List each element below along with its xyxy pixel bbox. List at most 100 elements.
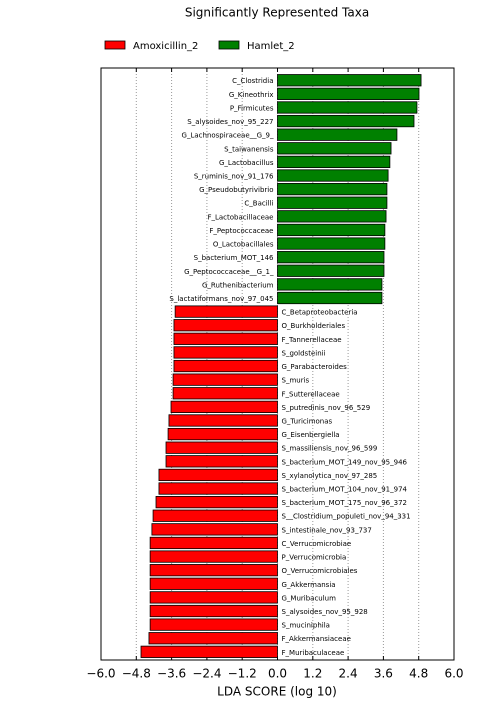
category-label: C_Bacilli [244, 200, 273, 208]
bar [149, 577, 278, 590]
x-tick-label: 3.6 [374, 667, 393, 681]
bar [173, 359, 278, 373]
x-tick-label: 2.4 [339, 667, 358, 681]
bar [152, 509, 278, 522]
bar [277, 237, 386, 250]
category-label: C_Clostridia [232, 77, 273, 85]
bar [149, 618, 278, 631]
category-label: S_goldsteinii [282, 349, 326, 357]
category-label: O_Burkholderiales [282, 322, 346, 330]
category-label: S_bacterium_MOT_175_nov_96_372 [282, 499, 407, 507]
legend-label: Amoxicillin_2 [133, 41, 198, 52]
category-label: S_intestinale_nov_93_737 [282, 526, 372, 534]
category-label: O_Lactobacillales [213, 241, 274, 249]
x-tick-label: −3.6 [157, 667, 186, 681]
bar [172, 373, 278, 386]
category-label: O_Verrucomicrobiales [282, 567, 358, 575]
plot-frame [100, 67, 455, 661]
category-label: G_Kineothrix [229, 91, 274, 99]
bar [277, 155, 391, 169]
bar [277, 196, 388, 209]
bar [277, 87, 420, 100]
x-tick-label: 6.0 [444, 667, 463, 681]
legend-swatch [218, 40, 240, 50]
category-label: F_Sutterellaceae [282, 390, 340, 398]
bar [151, 523, 278, 536]
x-tick-label: −1.2 [228, 667, 257, 681]
bar [277, 101, 418, 114]
legend-swatch [104, 40, 126, 50]
bar [149, 564, 278, 577]
category-label: S_taiwanensis [224, 145, 274, 153]
category-label: P_Verrucomicrobia [282, 554, 347, 562]
category-label: P_Firmicutes [230, 104, 274, 112]
category-label: S_muris [282, 377, 310, 385]
category-label: G_Ruthenibacterium [202, 281, 274, 289]
bar [174, 305, 278, 318]
x-tick-label: −4.8 [122, 667, 151, 681]
bar [155, 496, 278, 509]
bar [277, 74, 422, 87]
bar [277, 251, 385, 264]
category-label: S_bacterium_MOT_104_nov_91_974 [282, 486, 408, 494]
bar [277, 291, 383, 305]
chart-title: Significantly Represented Taxa [185, 6, 369, 20]
category-label: G_Pseudobutyrivibrio [199, 186, 273, 194]
bar [140, 645, 278, 658]
bar [170, 400, 278, 413]
category-label: G_Muribaculum [282, 594, 337, 602]
category-label: S_ruminis_nov_91_176 [194, 173, 274, 181]
bar [277, 142, 392, 155]
category-label: G_Turicimonas [282, 417, 333, 425]
category-label: G_Peptococcaceae__G_1_ [184, 268, 274, 276]
category-label: F_Tannerellaceae [282, 336, 342, 344]
bar [158, 482, 278, 495]
category-label: S_xylanolytica_nov_97_285 [282, 472, 378, 480]
category-label: S_bacterium_MOT_146 [194, 254, 274, 262]
category-label: F_Lactobacillaceae [207, 213, 273, 221]
x-tick-label: 4.8 [409, 667, 428, 681]
bar [158, 468, 278, 482]
category-label: S_muciniphila [282, 622, 330, 630]
bar [168, 414, 278, 427]
category-label: S__Clostridium_populeti_nov_94_331 [282, 513, 411, 521]
category-label: S_lactatiformans_nov_97_045 [169, 295, 273, 303]
bar [277, 264, 385, 277]
bar [277, 210, 387, 223]
x-tick-label: −6.0 [86, 667, 115, 681]
bar [167, 427, 278, 441]
bar [149, 536, 278, 550]
bar [173, 346, 278, 359]
category-label: G_Lactobacillus [219, 159, 274, 167]
x-axis-label: LDA SCORE (log 10) [217, 685, 337, 699]
category-label: S_alysoides_nov_95_928 [282, 608, 368, 616]
category-label: F_Akkermansiaceae [282, 635, 351, 643]
category-label: G_Eisenbergiella [282, 431, 340, 439]
bar [277, 114, 415, 128]
bar [277, 223, 386, 237]
x-tick-label: 1.2 [303, 667, 322, 681]
bar [277, 278, 383, 291]
bar [165, 455, 278, 468]
category-label: G_Parabacteroides [282, 363, 348, 371]
bar [277, 169, 389, 182]
bar [149, 591, 278, 604]
legend-label: Hamlet_2 [247, 41, 295, 52]
category-label: S_putredinis_nov_96_529 [282, 404, 371, 412]
category-label: S_bacterium_MOT_149_nov_95_946 [282, 458, 408, 466]
category-label: S_massiliensis_nov_96_599 [282, 445, 378, 453]
bar [165, 441, 278, 454]
bar [172, 387, 278, 400]
category-label: G_Lachnospiraceae__G_9_ [182, 132, 274, 140]
category-label: C_Verrucomicrobiae [282, 540, 352, 548]
bar [173, 319, 278, 332]
bar [149, 604, 278, 618]
category-label: G_Akkermansia [282, 581, 336, 589]
x-tick-label: 0.0 [268, 667, 287, 681]
x-tick-label: −2.4 [192, 667, 221, 681]
bar [277, 128, 398, 141]
category-label: F_Muribaculaceae [282, 649, 345, 657]
category-label: C_Betaproteobacteria [282, 309, 358, 317]
bar [148, 632, 278, 645]
